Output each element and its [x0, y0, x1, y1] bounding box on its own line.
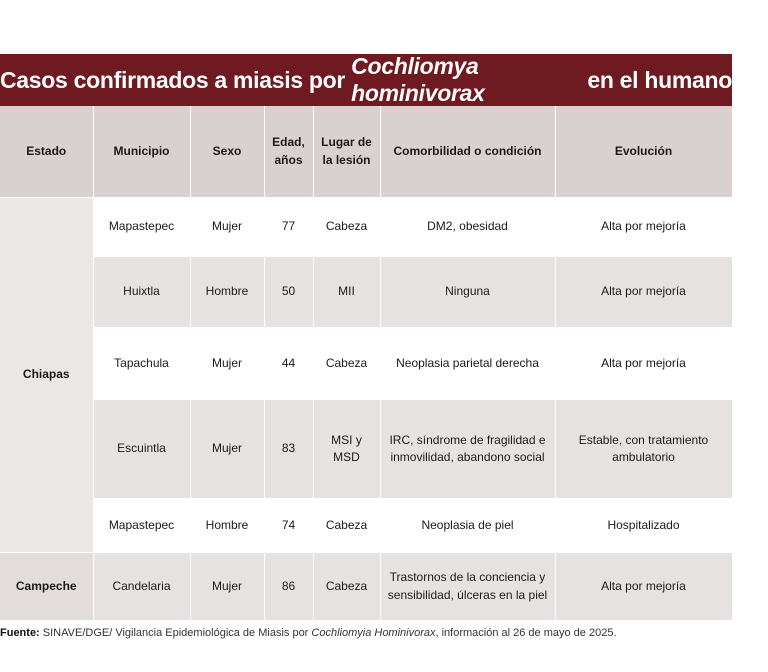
cell-evolucion: Alta por mejoría	[555, 197, 733, 257]
cell-comorbilidad: Neoplasia parietal derecha	[380, 327, 556, 400]
title-prefix: Casos confirmados a miasis por	[0, 66, 352, 93]
table-title: Casos confirmados a miasis por Cochliomy…	[0, 53, 732, 106]
cell-evolucion: Alta por mejoría	[555, 327, 733, 400]
cell-edad: 50	[264, 256, 314, 328]
footer-date: , información al 26 de mayo de 2025.	[435, 627, 617, 639]
header-lugar: Lugar de la lesión	[313, 106, 381, 198]
header-sexo: Sexo	[190, 106, 265, 198]
cell-comorbilidad: Ninguna	[380, 256, 556, 328]
cell-municipio: Mapastepec	[93, 498, 191, 553]
header-municipio: Municipio	[93, 106, 191, 198]
cell-edad: 44	[264, 327, 314, 400]
table-row: Campeche Candelaria Mujer 86 Cabeza Tras…	[0, 552, 733, 621]
cell-evolucion: Estable, con tratamiento ambulatorio	[555, 399, 733, 499]
table-row: Chiapas Mapastepec Mujer 77 Cabeza DM2, …	[0, 197, 733, 553]
cell-comorbilidad: DM2, obesidad	[380, 197, 556, 257]
cell-evolucion: Alta por mejoría	[555, 256, 733, 328]
cell-evolucion: Hospitalizado	[555, 498, 733, 553]
cell-sexo: Hombre	[190, 498, 265, 553]
cell-municipio: Escuintla	[93, 399, 191, 499]
footer-label: Fuente:	[0, 627, 40, 639]
title-species: Cochliomya hominivorax	[351, 53, 485, 106]
cell-sexo: Mujer	[190, 399, 265, 499]
header-edad: Edad, años	[264, 106, 314, 198]
state-cell-campeche: Campeche	[0, 552, 94, 621]
header-evolucion: Evolución	[555, 106, 733, 198]
cell-evolucion: Alta por mejoría	[555, 552, 733, 621]
cell-lugar: Cabeza	[313, 327, 381, 400]
header-estado: Estado	[0, 106, 94, 198]
title-suffix: en el humano	[581, 66, 732, 93]
footer-species: Cochliomyia Hominivorax	[311, 627, 436, 639]
cell-edad: 86	[264, 552, 314, 621]
table-row: Tapachula Mujer 44 Cabeza Neoplasia pari…	[0, 327, 733, 400]
table-row: Mapastepec Hombre 74 Cabeza Neoplasia de…	[0, 498, 733, 553]
header-comorbilidad: Comorbilidad o condición	[380, 106, 556, 198]
cell-comorbilidad: Trastornos de la conciencia y sensibilid…	[380, 552, 556, 621]
cell-edad: 83	[264, 399, 314, 499]
header-row: Estado Municipio Sexo Edad, años Lugar d…	[0, 106, 733, 198]
cell-municipio: Mapastepec	[93, 197, 191, 257]
cell-municipio: Candelaria	[93, 552, 191, 621]
cell-sexo: Mujer	[190, 327, 265, 400]
footer-text: Vigilancia Epidemiológica de Miasis por	[112, 627, 312, 639]
cell-lugar: MSI y MSD	[313, 399, 381, 499]
cell-lugar: Cabeza	[313, 552, 381, 621]
source-footnote: Fuente: SINAVE/DGE/ Vigilancia Epidemiol…	[0, 627, 760, 639]
cell-sexo: Mujer	[190, 552, 265, 621]
state-cell-chiapas: Chiapas	[0, 197, 94, 553]
cell-sexo: Hombre	[190, 256, 265, 328]
cell-municipio: Tapachula	[93, 327, 191, 400]
cell-lugar: Cabeza	[313, 498, 381, 553]
footer-source: SINAVE/DGE/	[39, 627, 113, 639]
cell-comorbilidad: Neoplasia de piel	[380, 498, 556, 553]
table-row: Escuintla Mujer 83 MSI y MSD IRC, síndro…	[0, 399, 733, 499]
cell-sexo: Mujer	[190, 197, 265, 257]
cell-lugar: Cabeza	[313, 197, 381, 257]
cell-municipio: Huixtla	[93, 256, 191, 328]
cases-table: Estado Municipio Sexo Edad, años Lugar d…	[0, 106, 733, 621]
cell-comorbilidad: IRC, síndrome de fragilidad e inmovilida…	[380, 399, 556, 499]
table-row: Huixtla Hombre 50 MII Ninguna Alta por m…	[0, 256, 733, 328]
cell-edad: 74	[264, 498, 314, 553]
cell-edad: 77	[264, 197, 314, 257]
cell-lugar: MII	[313, 256, 381, 328]
